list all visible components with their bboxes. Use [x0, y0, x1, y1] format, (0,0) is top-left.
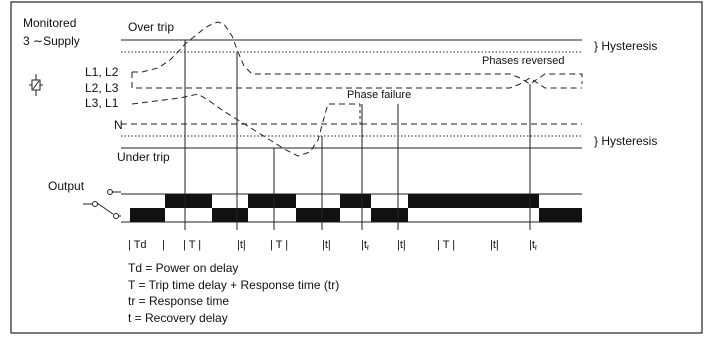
timeline-item: | Td	[128, 239, 147, 251]
label-hysteresis-bottom: } Hysteresis	[594, 134, 657, 148]
legend-item: Td = Power on delay	[128, 261, 238, 275]
timeline-item: | T |	[183, 239, 201, 251]
timeline-item: |t|	[322, 239, 331, 251]
label-l3-l1: L3, L1	[85, 96, 119, 110]
label-output: Output	[48, 179, 85, 193]
legend-item: t = Recovery delay	[128, 311, 228, 325]
legend-item: tr = Response time	[128, 294, 229, 308]
event-markers	[184, 40, 531, 230]
timeline-item: |t|	[490, 239, 499, 251]
phase-l2-l3-line	[131, 72, 582, 89]
label-supply: 3 ∼Supply	[23, 34, 80, 48]
output-lower-blocks	[130, 208, 582, 222]
label-over-trip: Over trip	[128, 20, 174, 34]
relay-coil-icon	[29, 74, 43, 96]
label-l1-l2: L1, L2	[85, 65, 119, 79]
phase-failure-drop	[359, 104, 366, 125]
timeline-item: |tr	[529, 239, 538, 252]
label-monitored: Monitored	[23, 16, 76, 30]
timeline-item: | T |	[437, 239, 455, 251]
phase-l1-l2-line	[132, 21, 583, 85]
label-n: N	[114, 118, 123, 132]
timeline-item: |tr	[361, 239, 370, 252]
output-upper-blocks	[165, 194, 539, 208]
label-hysteresis-top: } Hysteresis	[594, 39, 657, 53]
label-phases-reversed: Phases reversed	[482, 55, 565, 67]
contact-symbol-icon	[83, 189, 121, 219]
timeline-item: |	[162, 239, 165, 251]
phase-l3-l1-line	[131, 93, 360, 157]
timeline-item: | T |	[270, 239, 288, 251]
timeline-item: |t|	[397, 239, 406, 251]
label-under-trip: Under trip	[117, 150, 170, 164]
legend-item: T = Trip time delay + Response time (tr)	[128, 278, 339, 292]
diagram-frame	[10, 1, 703, 334]
label-phase-failure: Phase failure	[347, 89, 411, 101]
timeline-item: |t|	[237, 239, 246, 251]
label-l2-l3: L2, L3	[85, 81, 119, 95]
